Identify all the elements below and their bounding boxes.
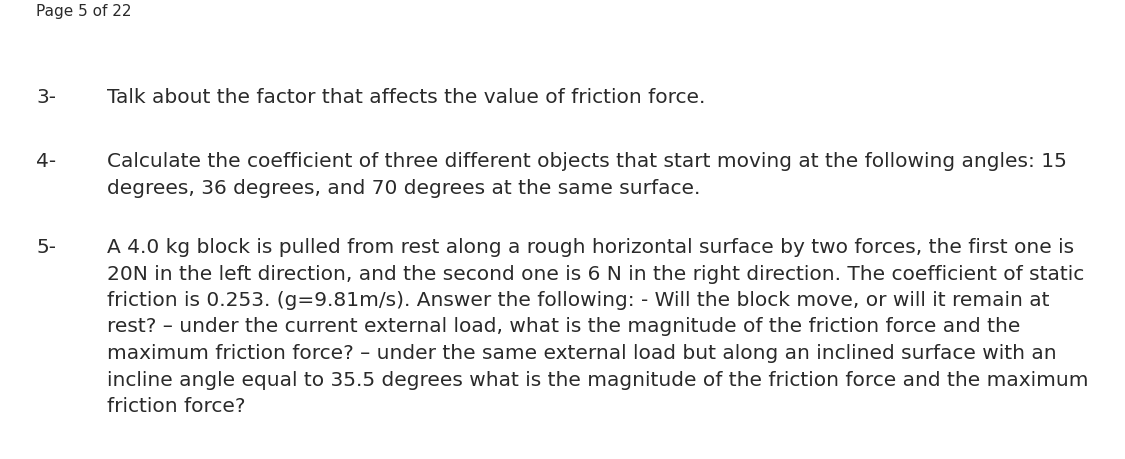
Text: 4-: 4-: [36, 151, 56, 171]
Text: Talk about the factor that affects the value of friction force.: Talk about the factor that affects the v…: [107, 88, 705, 107]
Text: rest? – under the current external load, what is the magnitude of the friction f: rest? – under the current external load,…: [107, 317, 1020, 336]
Text: Calculate the coefficient of three different objects that start moving at the fo: Calculate the coefficient of three diffe…: [107, 151, 1066, 171]
Text: 20N in the left direction, and the second one is 6 N in the right direction. The: 20N in the left direction, and the secon…: [107, 264, 1084, 283]
Text: A 4.0 kg block is pulled from rest along a rough horizontal surface by two force: A 4.0 kg block is pulled from rest along…: [107, 237, 1074, 257]
Text: Page 5 of 22: Page 5 of 22: [36, 4, 132, 19]
Text: 3-: 3-: [36, 88, 56, 107]
Text: friction is 0.253. (g=9.81m/s). Answer the following: - Will the block move, or : friction is 0.253. (g=9.81m/s). Answer t…: [107, 291, 1050, 309]
Text: degrees, 36 degrees, and 70 degrees at the same surface.: degrees, 36 degrees, and 70 degrees at t…: [107, 178, 700, 197]
Text: friction force?: friction force?: [107, 396, 245, 415]
Text: maximum friction force? – under the same external load but along an inclined sur: maximum friction force? – under the same…: [107, 343, 1056, 362]
Text: 5-: 5-: [36, 237, 56, 257]
Text: incline angle equal to 35.5 degrees what is the magnitude of the friction force : incline angle equal to 35.5 degrees what…: [107, 369, 1088, 389]
